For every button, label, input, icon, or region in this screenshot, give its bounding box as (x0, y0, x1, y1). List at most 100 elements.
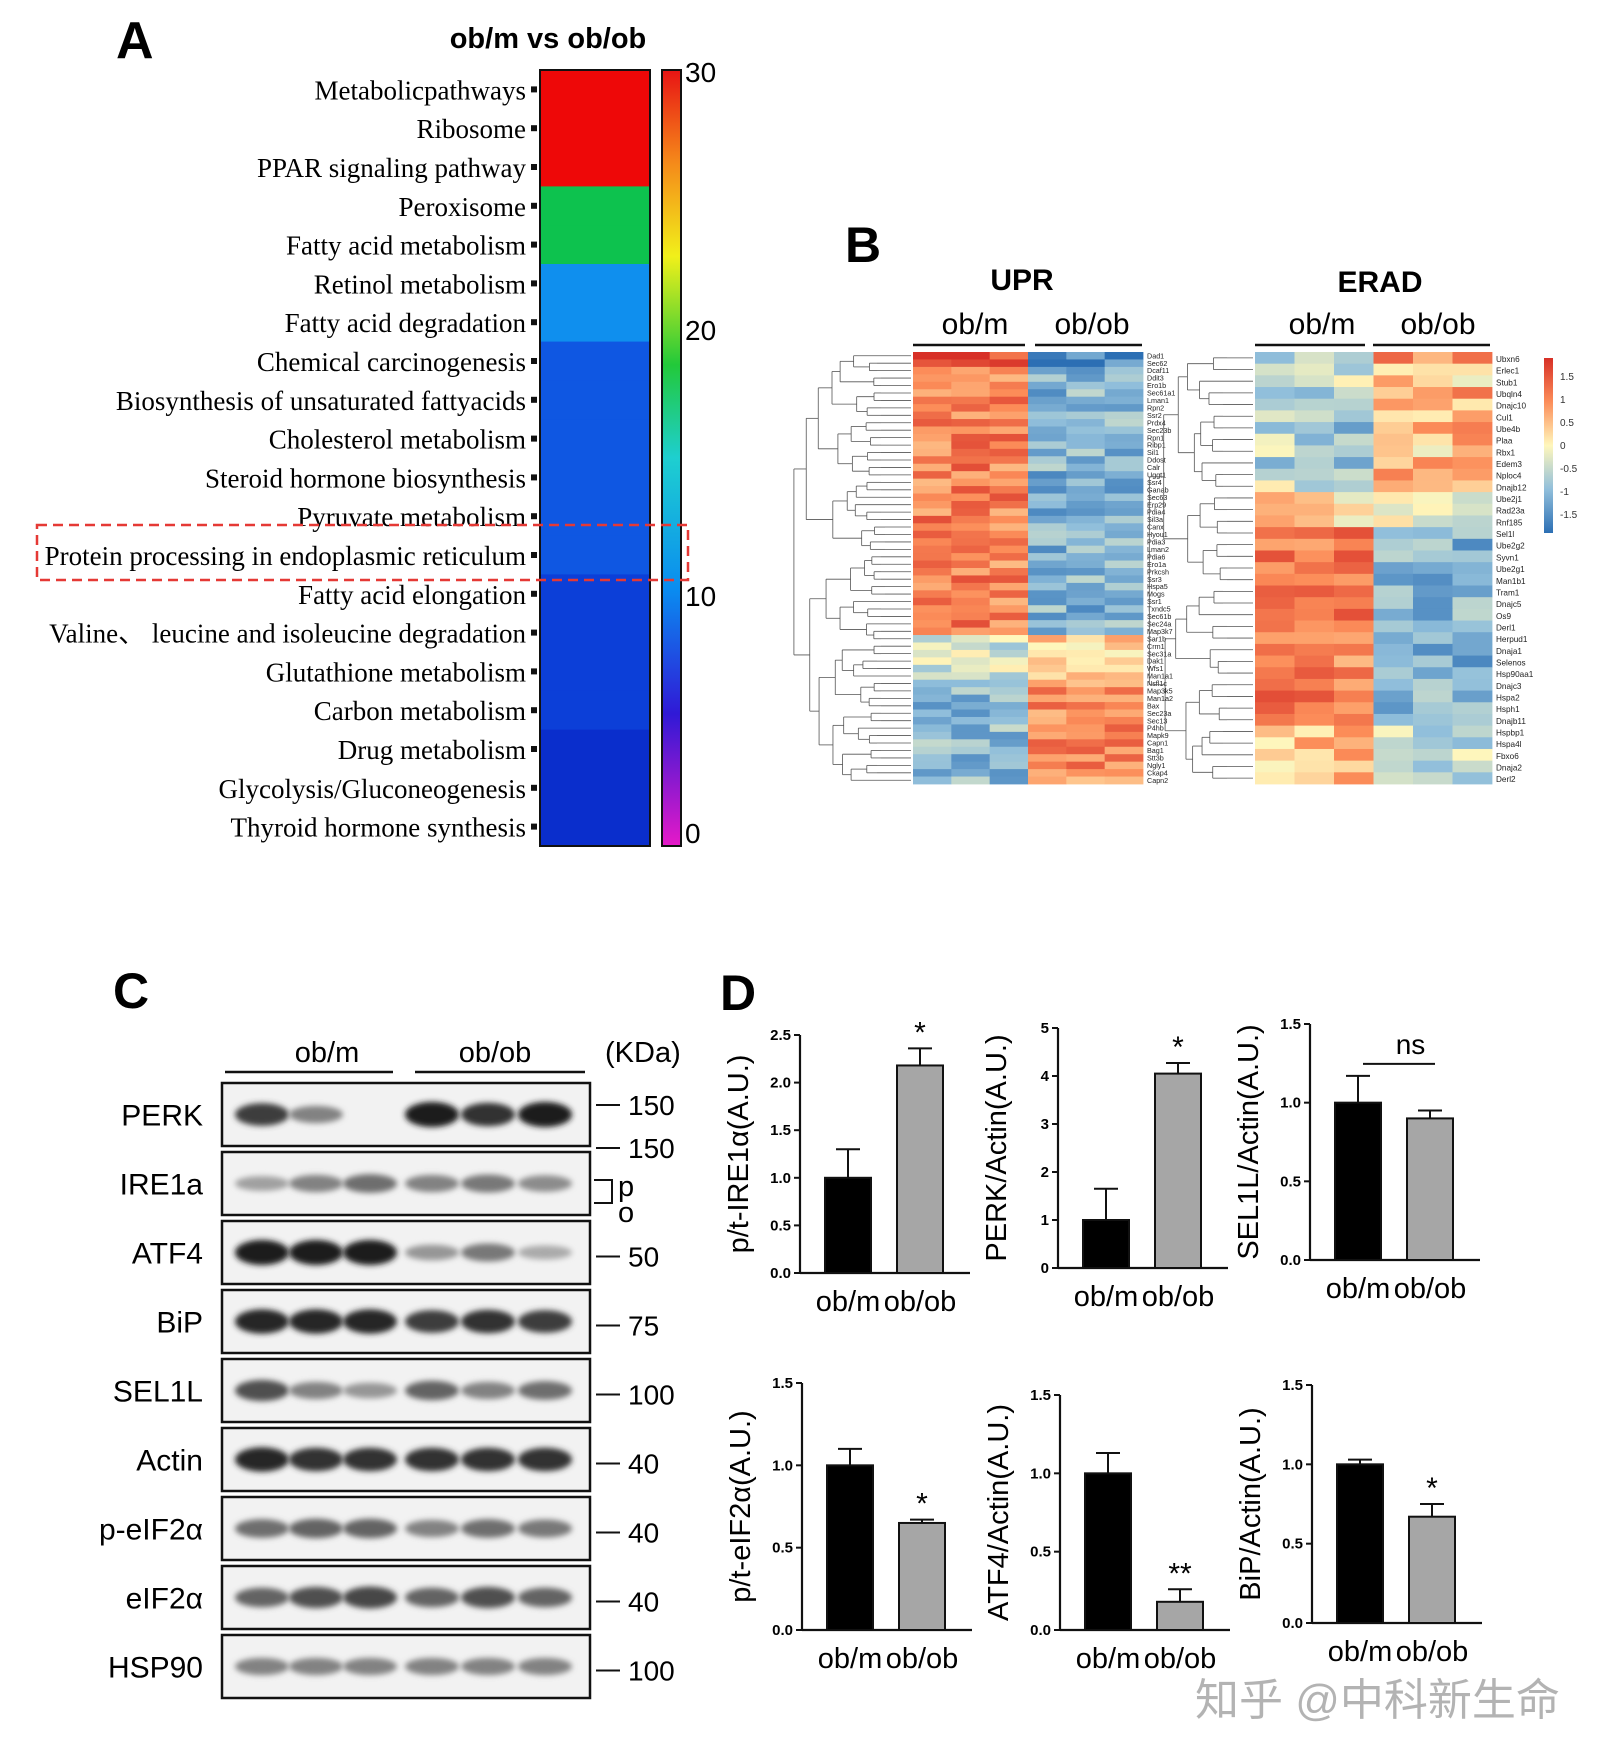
heatmap-cell (989, 568, 1029, 576)
heatmap-cell (1104, 620, 1144, 628)
heatmap-cell (1104, 411, 1144, 420)
heatmap-cell (1255, 433, 1295, 446)
gene-label: Sec24a (1147, 619, 1171, 628)
heatmap-cell (1104, 724, 1144, 733)
heatmap-cell (989, 649, 1029, 658)
heatmap-cell (951, 419, 991, 427)
pathway-tick (531, 86, 537, 93)
heatmap-cell (1028, 642, 1067, 651)
blot-marker: 100 (628, 1380, 675, 1411)
blot-band (235, 1657, 289, 1676)
heatmap-cell (1373, 690, 1414, 703)
heatmap-cell (1255, 760, 1295, 773)
pathway-cell (540, 419, 650, 459)
pathway-label: Valine、 leucine and isoleucine degradati… (49, 619, 526, 649)
heatmap-cell (1334, 608, 1374, 621)
heatmap-cell (1452, 725, 1493, 738)
heatmap-cell (1452, 410, 1493, 423)
heatmap-cell (913, 776, 952, 785)
heatmap-cell (1255, 737, 1295, 750)
heatmap-cell (951, 672, 991, 681)
heatmap-cell (1066, 582, 1106, 591)
heatmap-cell (913, 352, 952, 360)
heatmap-cell (1294, 573, 1335, 586)
pathway-tick (531, 202, 537, 209)
heatmap-cell (913, 515, 952, 524)
heatmap-cell (989, 538, 1029, 547)
heatmap-cell (951, 456, 991, 465)
heatmap-cell (989, 419, 1029, 427)
heatmap-cell (1066, 575, 1106, 584)
heatmap-cell (989, 500, 1029, 509)
heatmap-cell (989, 433, 1029, 442)
heatmap-cell (951, 761, 991, 770)
heatmap-cell (1334, 445, 1374, 458)
blot-label: PERK (121, 1100, 203, 1133)
heatmap-cell (913, 523, 952, 532)
heatmap-cell (951, 716, 991, 725)
blot-marker: 150 (628, 1090, 675, 1121)
blot-marker: 150 (628, 1133, 675, 1164)
heatmap-cell (1452, 713, 1493, 727)
heatmap-cell (1334, 748, 1374, 762)
pathway-tick (531, 241, 537, 248)
x-tick-label: ob/ob (1396, 1636, 1469, 1668)
heatmap-cell (951, 426, 991, 435)
heatmap-cell (913, 769, 952, 777)
heatmap-cell (1373, 398, 1414, 411)
gene-label: Sil1 (1147, 448, 1159, 457)
heatmap-cell (913, 381, 952, 390)
blot-atf4: ATF4 50 (132, 1219, 659, 1286)
gene-label: Rpn1 (1147, 433, 1164, 442)
gene-label: Bag1 (1147, 746, 1164, 755)
heatmap-cell (1373, 363, 1414, 376)
y-tick-label: 0.5 (772, 1540, 793, 1557)
gene-label: Edem3 (1496, 460, 1522, 469)
heatmap-cell (1066, 352, 1106, 360)
heatmap-cell (951, 635, 991, 643)
heatmap-cell (1066, 597, 1106, 606)
heatmap-cell (951, 441, 991, 450)
heatmap-cell (1294, 643, 1335, 656)
heatmap-cell (1066, 508, 1106, 517)
gene-label: Sil3a (1147, 515, 1163, 524)
gene-label: Dnajb11 (1496, 717, 1526, 726)
heatmap-cell (1413, 573, 1453, 586)
heatmap-cell (1452, 772, 1493, 785)
heatmap-cell (1294, 678, 1335, 691)
heatmap-cell (989, 381, 1029, 390)
heatmap-cell (1066, 746, 1106, 755)
pathway-cell (540, 729, 650, 769)
heatmap-cell (1294, 515, 1335, 528)
upr-gene-labels: Dad1Sec62Dcaf11Ddit3Ero1bSec61a1Lman1Rpn… (1147, 351, 1175, 785)
heatmap-cell (989, 352, 1029, 360)
heatmap-cell (1066, 724, 1106, 733)
blot-marker: 40 (628, 1587, 659, 1618)
blot-band (343, 1657, 397, 1676)
heatmap-cell (1413, 363, 1453, 376)
upr-group-left: ob/m (942, 308, 1009, 341)
blot-band (343, 1174, 397, 1193)
heatmap-cell (951, 471, 991, 480)
heatmap-cell (1066, 515, 1106, 524)
gene-label: Man1a2 (1147, 694, 1173, 703)
heatmap-cell (1104, 493, 1144, 502)
heatmap-cell (1373, 667, 1414, 680)
gene-label: Tram1 (1496, 588, 1520, 597)
gene-label: Fbxo6 (1496, 752, 1519, 761)
heatmap-cell (1373, 468, 1414, 481)
x-tick-label: ob/m (1326, 1273, 1390, 1305)
heatmap-cell (1104, 597, 1144, 606)
heatmap-cell (951, 709, 991, 718)
heatmap-cell (1294, 620, 1335, 633)
gene-label: Derl1 (1496, 623, 1516, 632)
heatmap-cell (951, 582, 991, 591)
colorbar-tick: 0 (685, 818, 701, 849)
pathway-label: Peroxisome (399, 192, 527, 222)
pathway-cell (540, 535, 650, 575)
heatmap-cell (913, 404, 952, 412)
pathway-tick (531, 164, 537, 170)
gene-label: Ngly1 (1147, 761, 1165, 770)
heatmap-cell (1294, 527, 1335, 540)
heatmap-cell (1104, 568, 1144, 576)
